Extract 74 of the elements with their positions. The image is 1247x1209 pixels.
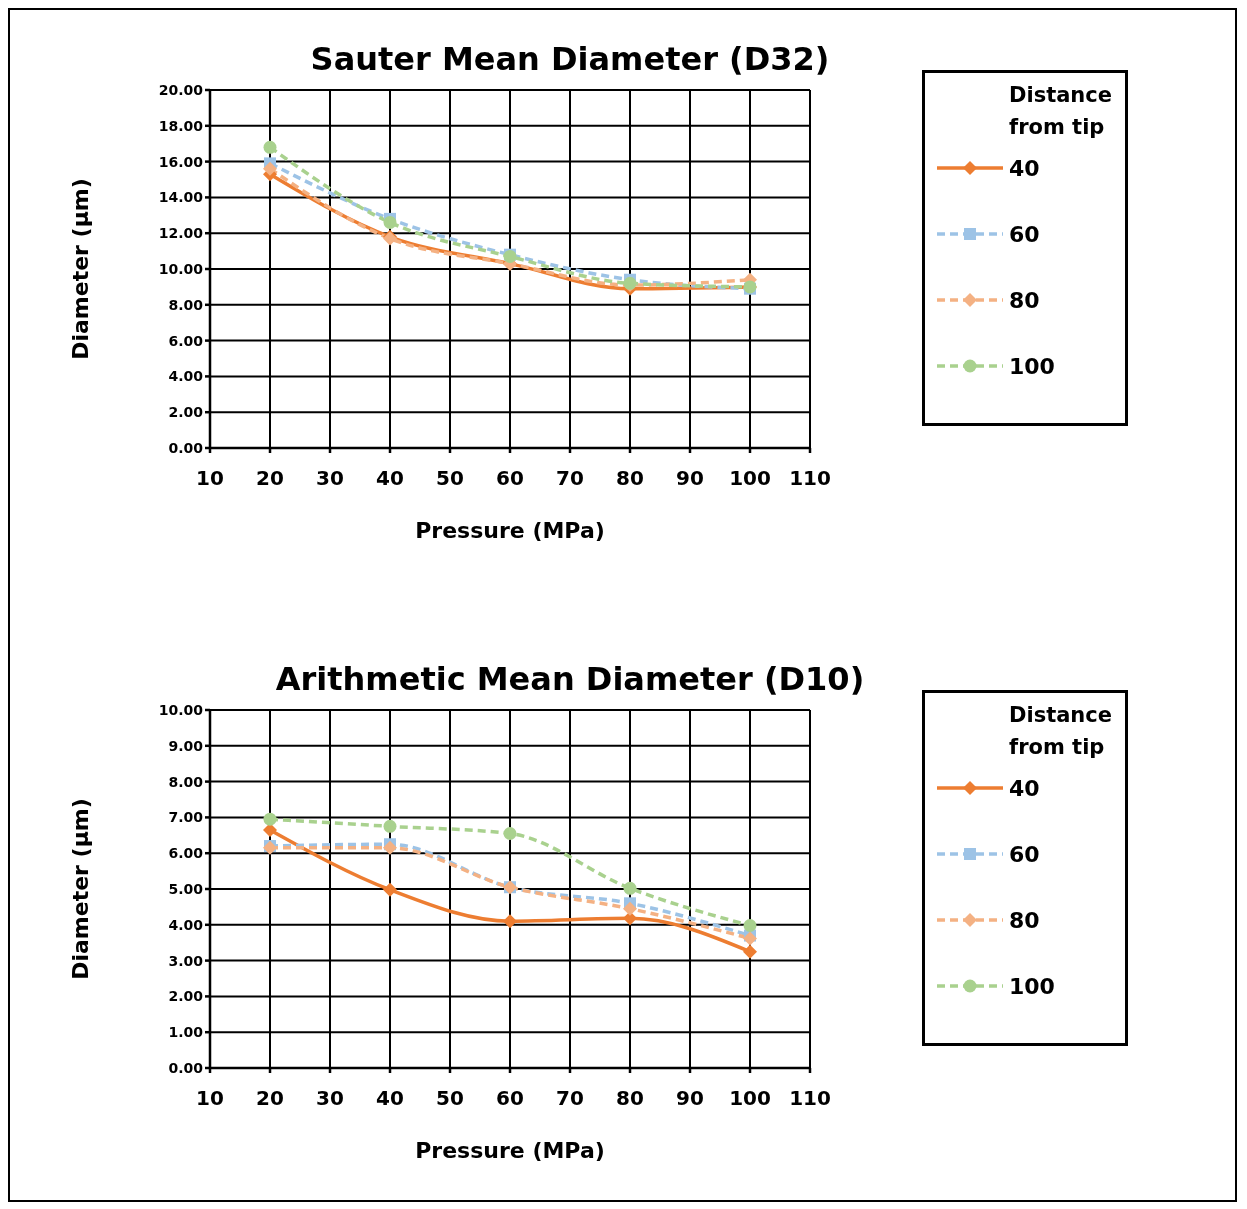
- chart-title: Arithmetic Mean Diameter (D10): [275, 660, 865, 698]
- x-tick-label: 30: [316, 466, 344, 491]
- chart-title: Sauter Mean Diameter (D32): [310, 40, 830, 78]
- x-tick-label: 60: [496, 466, 524, 491]
- y-tick-label: 0.00: [168, 439, 204, 456]
- y-tick-label: 10.00: [158, 701, 204, 718]
- point: [383, 819, 397, 833]
- point: [263, 140, 277, 154]
- y-tick-label: 20.00: [158, 81, 204, 98]
- y-tick-label: 4.00: [168, 916, 204, 933]
- x-tick-label: 100: [729, 466, 771, 491]
- y-tick-label: 10.00: [158, 260, 204, 277]
- y-axis-title: Diameter (µm): [67, 798, 93, 980]
- x-tick-label: 40: [376, 1086, 404, 1111]
- x-tick-label: 90: [676, 1086, 704, 1111]
- legend-label: 100: [1009, 353, 1055, 379]
- y-tick-label: 4.00: [168, 368, 204, 385]
- x-tick-label: 30: [316, 1086, 344, 1111]
- x-tick-label: 60: [496, 1086, 524, 1111]
- point: [383, 215, 397, 229]
- point: [623, 881, 637, 895]
- x-axis-title: Pressure (MPa): [415, 518, 605, 543]
- y-tick-label: 2.00: [168, 404, 204, 421]
- legend-title: Distance from tip: [1009, 82, 1113, 141]
- x-tick-label: 70: [556, 466, 584, 491]
- point: [263, 812, 277, 826]
- y-tick-label: 1.00: [168, 1024, 204, 1041]
- legend-label: 60: [1009, 221, 1040, 247]
- x-tick-label: 50: [436, 466, 464, 491]
- x-tick-label: 80: [616, 1086, 644, 1111]
- x-tick-label: 10: [196, 466, 224, 491]
- y-tick-label: 8.00: [168, 296, 204, 313]
- y-tick-label: 0.00: [168, 1059, 204, 1076]
- legend-label: 80: [1009, 287, 1040, 313]
- y-tick-label: 6.00: [168, 332, 204, 349]
- y-tick-label: 5.00: [168, 880, 204, 897]
- x-tick-label: 40: [376, 466, 404, 491]
- legend-label: 60: [1009, 841, 1040, 867]
- legend-label: 100: [1009, 973, 1055, 999]
- y-tick-label: 8.00: [168, 773, 204, 790]
- point: [623, 901, 637, 916]
- x-tick-label: 20: [256, 1086, 284, 1111]
- y-tick-label: 2.00: [168, 988, 204, 1005]
- x-tick-label: 20: [256, 466, 284, 491]
- x-tick-label: 110: [789, 466, 831, 491]
- y-tick-label: 16.00: [158, 153, 204, 170]
- y-tick-label: 7.00: [168, 809, 204, 826]
- y-tick-label: 9.00: [168, 737, 204, 754]
- x-tick-label: 70: [556, 1086, 584, 1111]
- y-tick-label: 12.00: [158, 225, 204, 242]
- point: [503, 914, 517, 929]
- point: [503, 827, 517, 841]
- legend-label: 40: [1009, 775, 1040, 801]
- x-tick-label: 10: [196, 1086, 224, 1111]
- point: [743, 919, 757, 933]
- x-tick-label: 100: [729, 1086, 771, 1111]
- y-tick-label: 6.00: [168, 845, 204, 862]
- y-tick-label: 18.00: [158, 117, 204, 134]
- point: [383, 840, 397, 855]
- x-axis-title: Pressure (MPa): [415, 1138, 605, 1163]
- x-tick-label: 80: [616, 466, 644, 491]
- point: [263, 161, 277, 176]
- legend-title: Distance from tip: [1009, 702, 1113, 761]
- point: [383, 882, 397, 897]
- x-tick-label: 50: [436, 1086, 464, 1111]
- x-tick-label: 90: [676, 466, 704, 491]
- y-tick-label: 3.00: [168, 952, 204, 969]
- y-axis-title: Diameter (µm): [67, 178, 93, 360]
- point: [743, 944, 757, 959]
- legend-label: 40: [1009, 155, 1040, 181]
- x-tick-label: 110: [789, 1086, 831, 1111]
- legend-label: 80: [1009, 907, 1040, 933]
- y-tick-label: 14.00: [158, 189, 204, 206]
- point: [743, 931, 757, 946]
